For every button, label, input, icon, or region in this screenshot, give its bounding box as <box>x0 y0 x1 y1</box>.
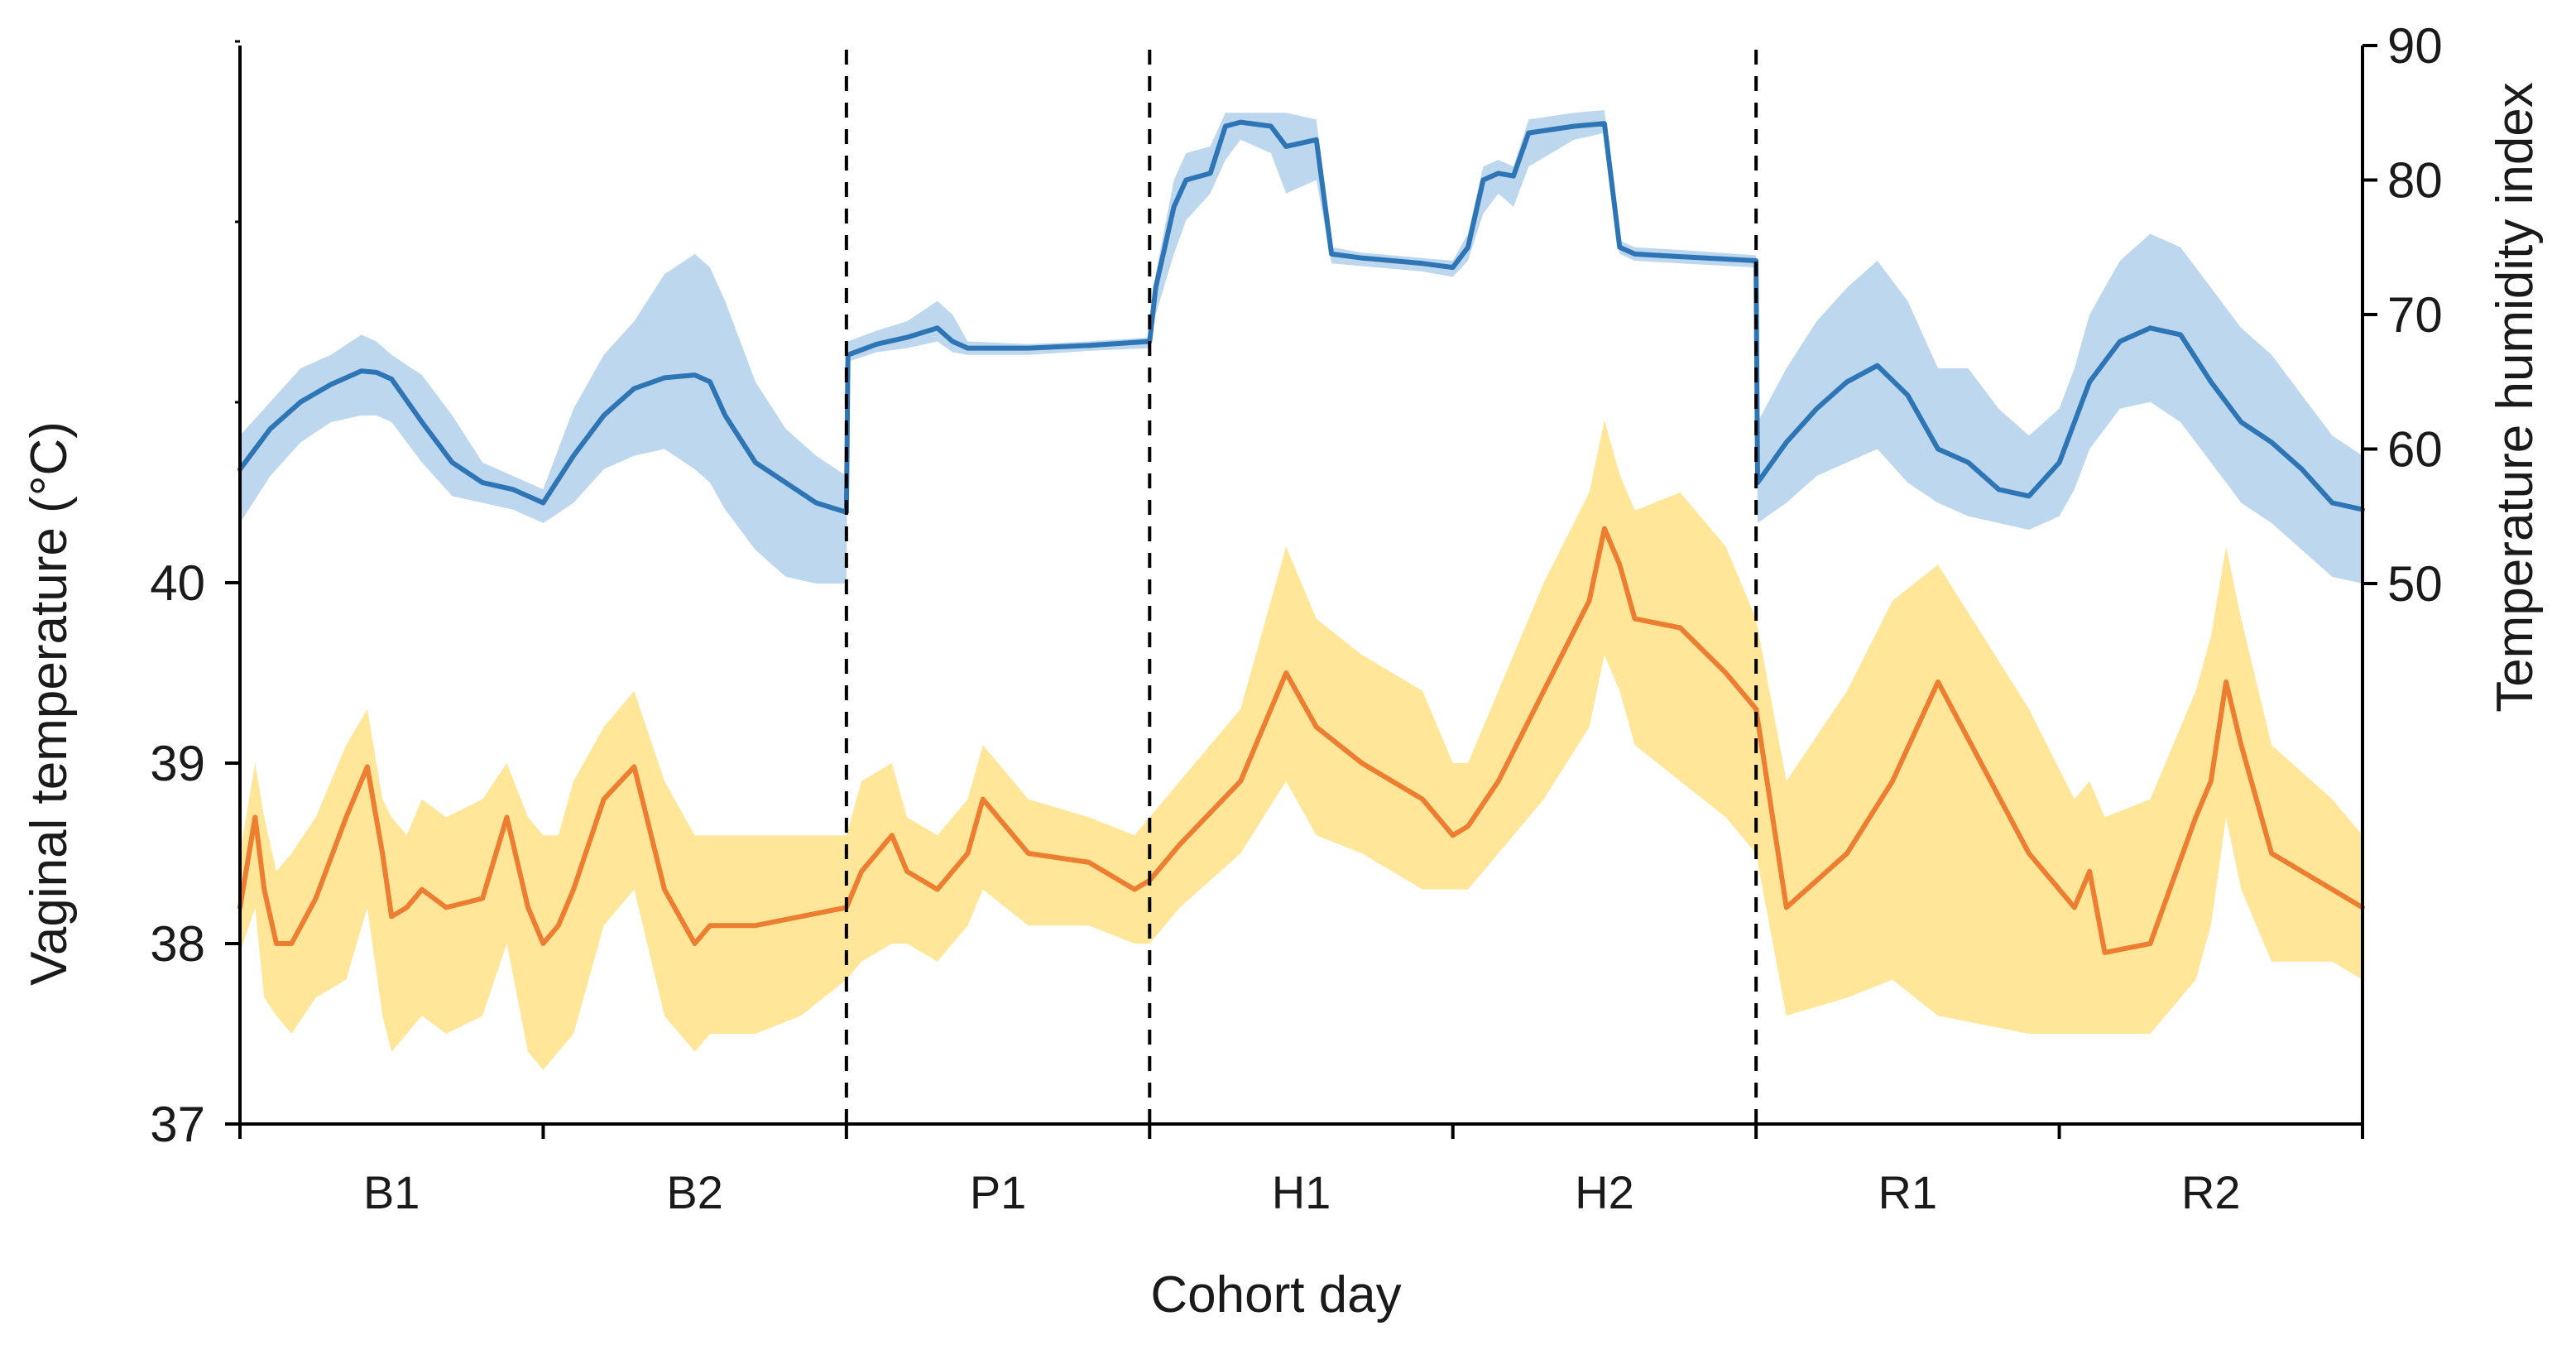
x-tick-label-p1: P1 <box>970 1166 1027 1218</box>
left-y-tick-label: 37 <box>150 1097 205 1152</box>
x-tick-label-r1: R1 <box>1878 1166 1938 1218</box>
line-thi <box>237 119 2365 515</box>
right-y-tick-label: 50 <box>2387 556 2443 612</box>
x-tick-label-h1: H1 <box>1272 1166 1331 1218</box>
line-vaginal-temperature <box>237 526 2365 955</box>
left-y-tick-label: 38 <box>150 916 205 972</box>
axes: B1 B2 P1 H1 H2 R1 R2 37 38 39 40 50 60 70 80 90 <box>150 18 2443 1218</box>
right-y-tick-label: 80 <box>2387 153 2443 209</box>
right-y-tick-label: 90 <box>2387 18 2443 74</box>
x-tick-label-b1: B1 <box>363 1166 420 1218</box>
right-y-tick-label: 60 <box>2387 422 2443 478</box>
left-y-tick-label: 39 <box>150 736 205 791</box>
right-y-tick-label: 70 <box>2387 287 2443 343</box>
left-y-tick-label: 40 <box>150 555 205 611</box>
phase-dividers <box>844 50 1758 1124</box>
left-y-axis-title: Vaginal temperature (°C) <box>21 421 78 986</box>
band-vaginal-temperature <box>240 420 2363 1070</box>
band-thi <box>240 110 2363 584</box>
series-lines <box>237 119 2365 955</box>
x-tick-label-b2: B2 <box>666 1166 723 1218</box>
x-axis-title: Cohort day <box>1150 1266 1401 1323</box>
ci-bands <box>240 110 2363 1070</box>
right-y-axis-title: Temperature humidity index <box>2487 82 2544 713</box>
x-tick-label-r2: R2 <box>2181 1166 2241 1218</box>
x-tick-label-h2: H2 <box>1575 1166 1634 1218</box>
